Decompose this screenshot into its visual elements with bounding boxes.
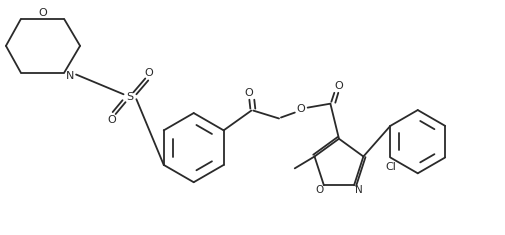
- Text: O: O: [38, 8, 47, 18]
- Text: O: O: [334, 81, 343, 91]
- Text: O: O: [145, 67, 154, 78]
- Text: O: O: [316, 185, 324, 195]
- Text: O: O: [107, 115, 116, 125]
- Text: N: N: [355, 185, 363, 195]
- Text: O: O: [296, 104, 305, 114]
- Text: S: S: [126, 92, 133, 102]
- Text: O: O: [244, 88, 252, 98]
- Text: Cl: Cl: [385, 162, 396, 172]
- Text: N: N: [66, 70, 74, 81]
